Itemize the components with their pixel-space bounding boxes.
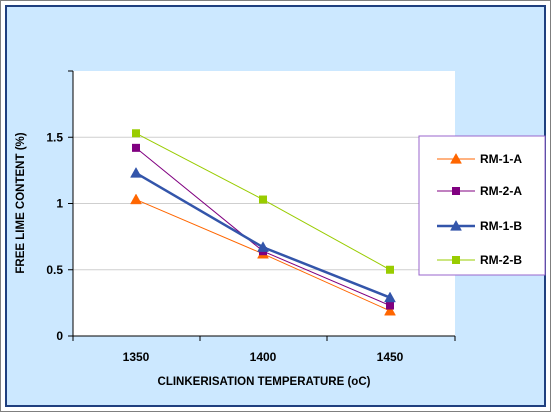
y-tick-label: 0 [56,329,63,343]
y-tick-label: 1.5 [46,130,63,144]
series-rm-2-b [132,129,394,274]
x-tick-label: 1350 [123,350,150,364]
x-tick-label: 1450 [377,350,404,364]
legend-label: RM-1-B [480,219,522,233]
legend-label: RM-2-B [480,253,522,267]
y-tick-label: 0.5 [46,263,63,277]
legend-marker [452,256,460,264]
data-point [259,195,267,204]
legend-label: RM-1-A [480,152,522,166]
series-group [130,129,396,316]
legend-item: RM-1-A [437,152,522,166]
x-tick-label: 1400 [250,350,277,364]
legend-marker [452,187,460,195]
legend-marker [450,219,462,231]
data-point [257,241,269,252]
data-point [386,301,394,310]
data-point [130,193,142,205]
legend-marker [450,152,462,164]
x-axis-title: CLINKERISATION TEMPERATURE (oC) [158,376,371,388]
data-point [384,291,396,303]
data-point [130,167,142,178]
legend-label: RM-2-A [480,184,522,198]
data-point [132,143,140,152]
y-axis-title: FREE LIME CONTENT (%) [15,132,27,273]
legend-item: RM-2-A [437,184,522,198]
series-rm-1-b [130,167,396,303]
data-point [132,129,140,138]
y-tick-label: 1 [56,197,63,211]
data-point [386,265,394,274]
legend-item: RM-1-B [437,219,522,233]
axis-ticks: 0 0.5 1 1.5 1350 1400 1450 [46,70,456,364]
legend: RM-1-A RM-2-A RM-1-B RM-2-B [418,135,546,276]
legend-item: RM-2-B [437,253,522,267]
data-point [384,304,396,316]
